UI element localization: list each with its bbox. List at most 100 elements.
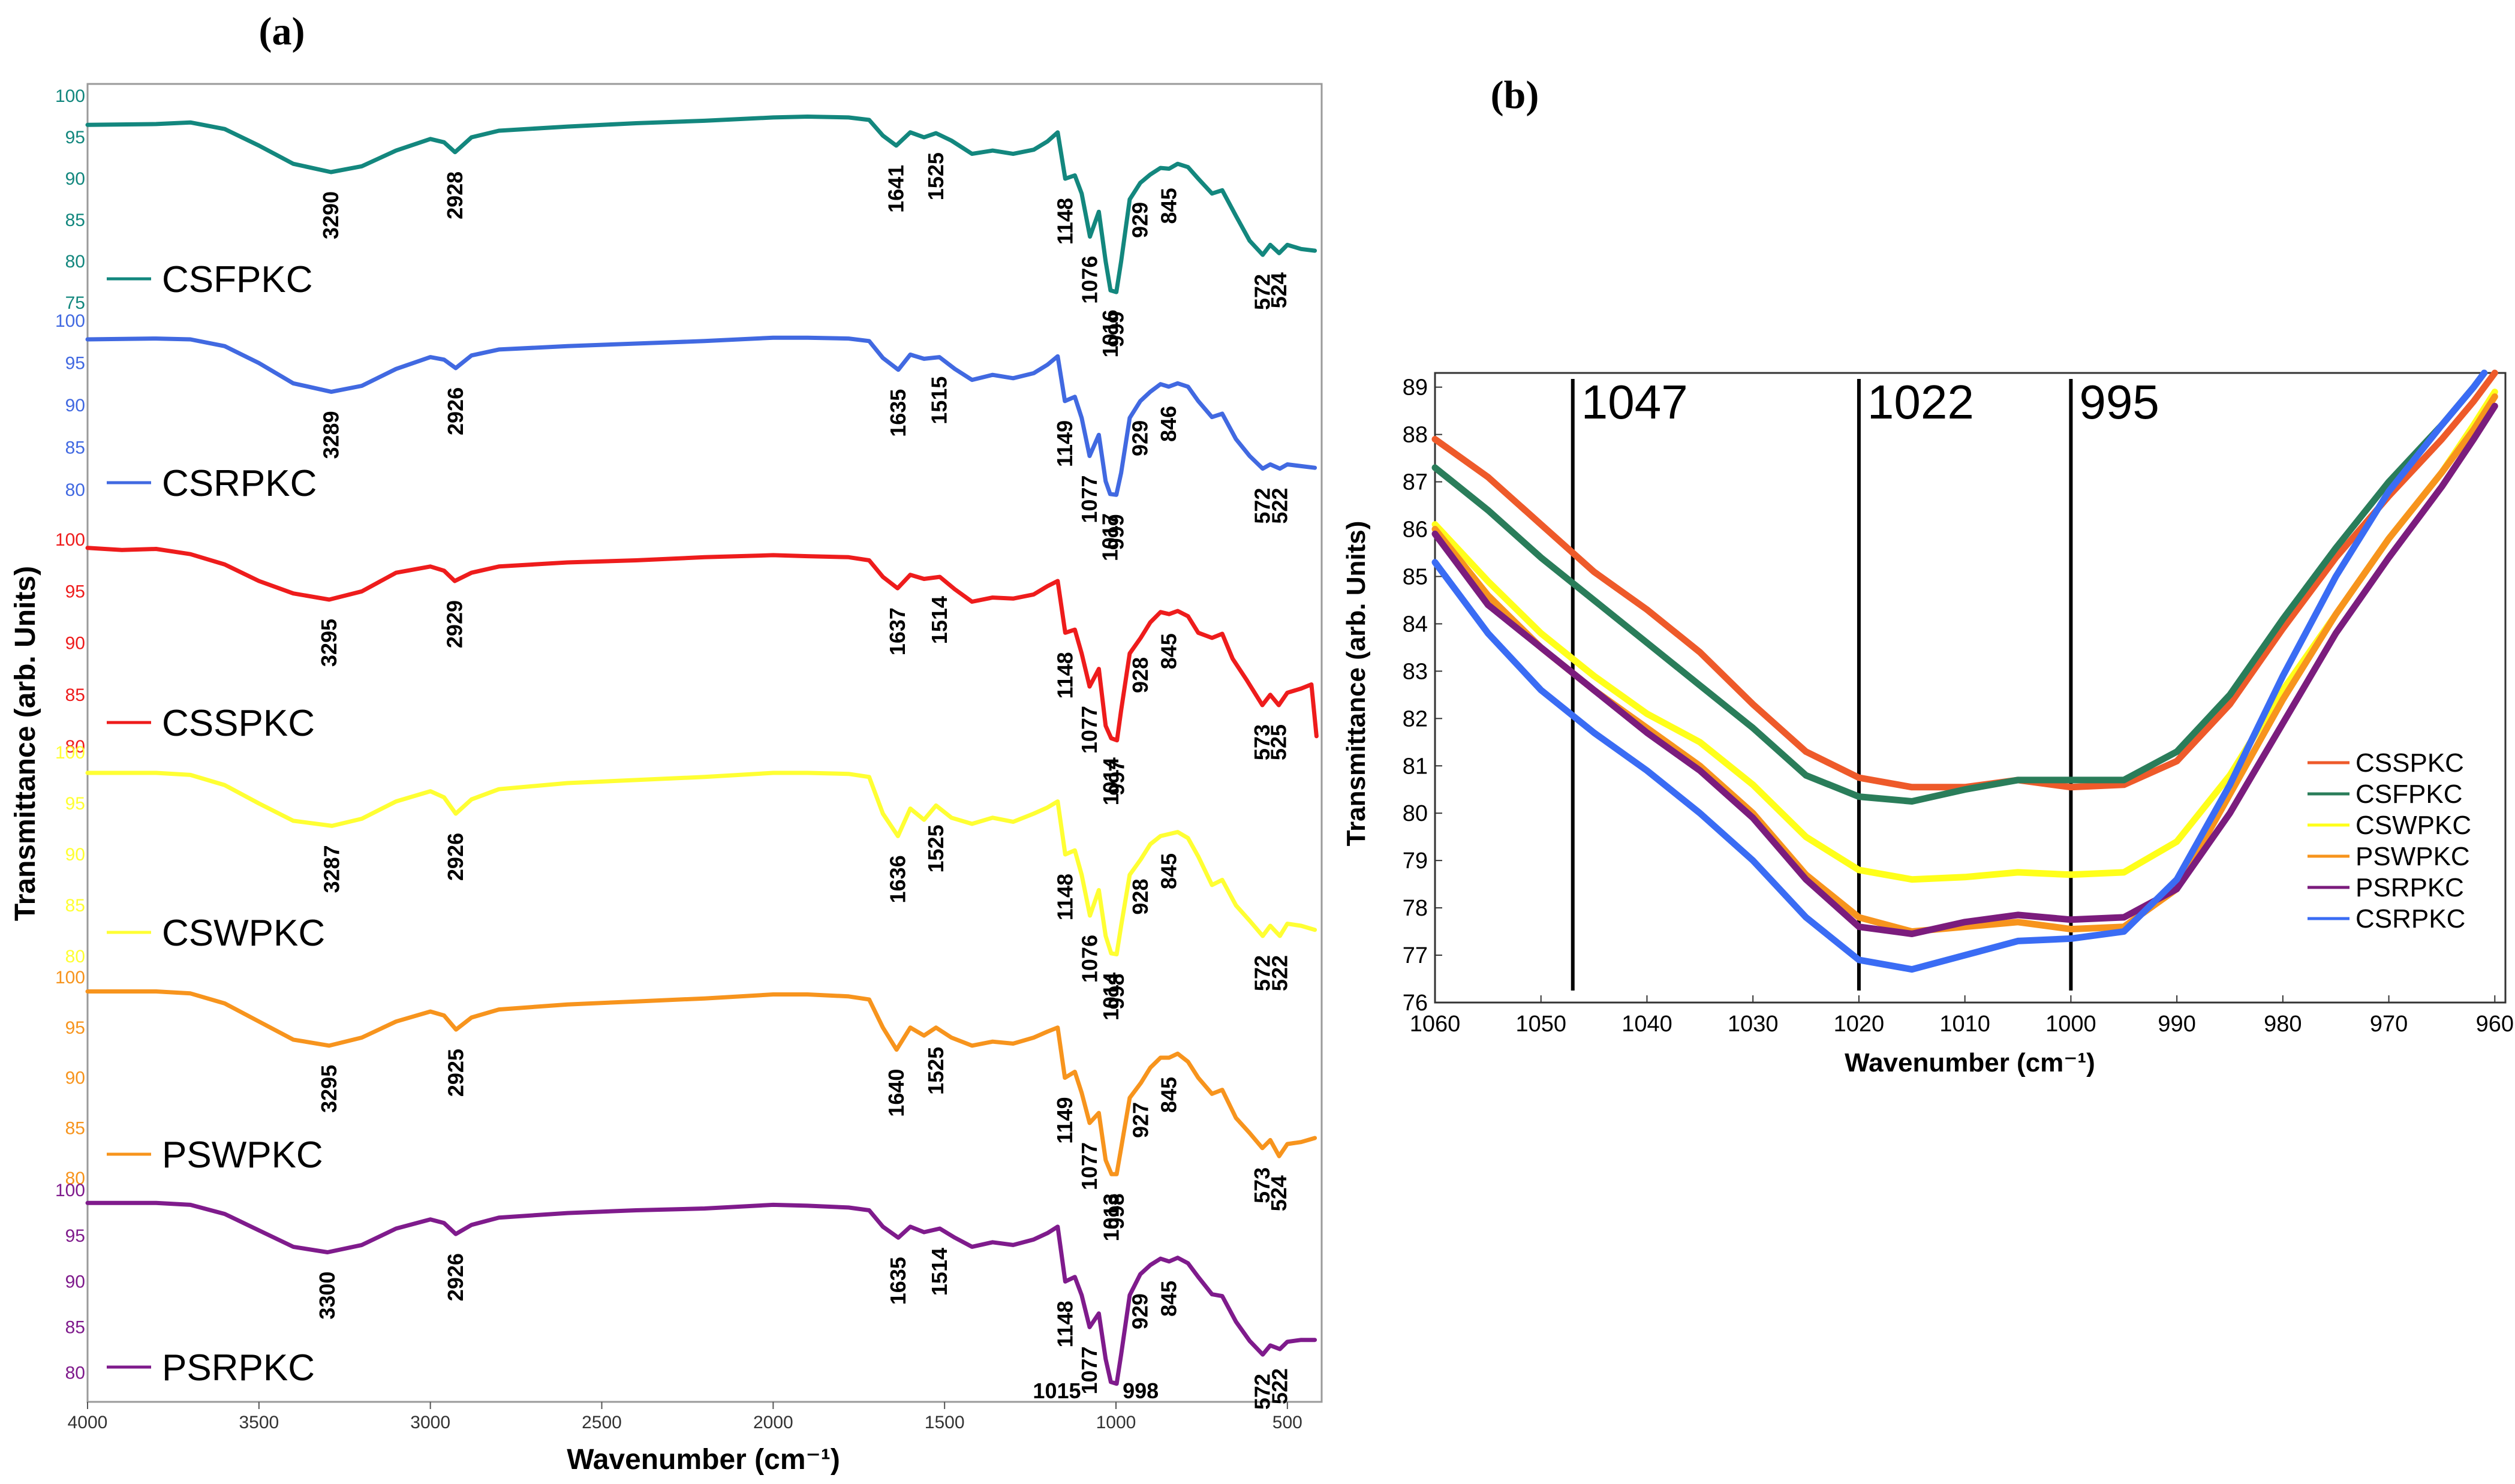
legend-label-cswpkc: CSWPKC <box>2355 811 2471 840</box>
panel-b-frame <box>1434 372 2507 1004</box>
legend-label-csspkc: CSSPKC <box>2355 748 2464 778</box>
peak-label-psrpkc: 522 <box>1267 1368 1292 1404</box>
peak-label-csrpkc: 1017 <box>1097 513 1122 561</box>
y-tick-label-csfpkc: 85 <box>65 210 85 230</box>
y-tick-label-csrpkc: 80 <box>65 480 85 500</box>
series-csspkc: 100 95 90 85 80 CSSPKC 3295 2929 1637 1514 1148107… <box>55 530 1319 805</box>
y-tick-label-csfpkc: 80 <box>65 252 85 272</box>
panel-b-y-axis-title: Transmittance (arb. Units) <box>1341 521 1371 847</box>
legend-label-csrpkc: CSRPKC <box>2355 904 2465 934</box>
y-tick-label: 83 <box>1403 659 1428 684</box>
y-tick-label-csrpkc: 85 <box>65 438 85 457</box>
peak-label-csrpkc: 2926 <box>443 387 468 435</box>
peak-label-cswpkc: 998 <box>1104 974 1129 1010</box>
peak-label-cswpkc: 1148 <box>1052 874 1077 920</box>
peak-label-csrpkc: 846 <box>1156 406 1181 442</box>
series-line-csfpkc <box>1431 369 2488 805</box>
peak-label-csspkc: 525 <box>1266 724 1291 760</box>
peak-label-psrpkc: 1635 <box>886 1257 910 1305</box>
x-tick-label: 500 <box>1272 1413 1302 1432</box>
y-tick-label-csfpkc: 75 <box>65 293 85 313</box>
y-tick-label: 79 <box>1403 848 1428 874</box>
peak-label-csspkc: 2929 <box>442 600 467 648</box>
y-tick-label-csspkc: 80 <box>65 737 85 757</box>
peak-label-csfpkc: 845 <box>1157 188 1181 224</box>
y-tick-label: 78 <box>1403 896 1428 921</box>
series-line-psrpkc <box>1431 402 2498 937</box>
y-tick-label: 80 <box>1403 801 1428 826</box>
series-line-cswpkc <box>85 770 1317 957</box>
y-tick-label-pswpkc: 100 <box>55 968 85 988</box>
x-tick-label: 1030 <box>1728 1012 1779 1037</box>
peak-label-csrpkc: 522 <box>1267 488 1292 524</box>
series-line-pswpkc <box>1431 393 2498 935</box>
peak-label-csspkc: 928 <box>1128 657 1153 693</box>
series-cswpkc: 100 95 90 85 80 CSWPKC 3287 2926 1636 1525 1148107… <box>55 743 1317 1021</box>
y-tick-label: 84 <box>1403 612 1428 637</box>
series-line-csrpkc <box>1431 369 2488 973</box>
y-tick-label-psrpkc: 85 <box>65 1317 85 1337</box>
y-tick-label-csrpkc: 100 <box>55 311 85 331</box>
y-tick-label-pswpkc: 95 <box>65 1018 85 1038</box>
peak-label-psrpkc: 572 <box>1250 1374 1275 1410</box>
peak-label-pswpkc: 573 <box>1250 1167 1274 1203</box>
peak-label-psrpkc: 929 <box>1128 1293 1153 1329</box>
legend-label-pswpkc: PSWPKC <box>2355 842 2470 871</box>
y-tick-label-cswpkc: 100 <box>55 743 85 763</box>
peak-label-csspkc: 573 <box>1250 724 1274 760</box>
legend-label-pswpkc: PSWPKC <box>162 1134 323 1176</box>
peak-label-cswpkc: 1076 <box>1078 935 1102 983</box>
peak-label-csfpkc: 3290 <box>318 191 343 239</box>
y-tick-label-psrpkc: 80 <box>65 1363 85 1383</box>
series-line-pswpkc <box>85 989 1317 1176</box>
y-tick-label: 77 <box>1403 943 1428 968</box>
legend-label-csfpkc: CSFPKC <box>2355 779 2462 809</box>
peak-label-csfpkc: 524 <box>1266 272 1291 308</box>
peak-label-pswpkc: 1149 <box>1052 1097 1077 1144</box>
peak-label-csrpkc: 999 <box>1104 514 1129 550</box>
peak-label-pswpkc: 524 <box>1266 1175 1291 1211</box>
y-tick-label-csspkc: 95 <box>65 582 85 601</box>
y-tick-label-csspkc: 85 <box>65 685 85 705</box>
y-tick-label: 81 <box>1403 754 1428 779</box>
panel-a-frame <box>86 83 1323 1403</box>
peak-label-psrpkc: 1148 <box>1052 1301 1077 1347</box>
peak-label-psrpkc: 1514 <box>927 1248 952 1296</box>
peak-label-cswpkc: 1636 <box>885 855 910 903</box>
y-tick-label-csspkc: 100 <box>55 530 85 550</box>
x-tick-label: 3000 <box>410 1413 450 1432</box>
peak-label-cswpkc: 1014 <box>1099 973 1123 1021</box>
peak-label-csfpkc: 1525 <box>923 152 948 200</box>
peak-label-cswpkc: 1525 <box>923 824 948 872</box>
peak-label-csfpkc: 572 <box>1250 274 1275 310</box>
peak-label-pswpkc: 927 <box>1129 1102 1153 1138</box>
peak-label-csspkc: 845 <box>1157 633 1181 669</box>
y-tick-label-cswpkc: 90 <box>65 845 85 865</box>
y-tick-label-psrpkc: 90 <box>65 1272 85 1292</box>
y-tick-label: 76 <box>1403 991 1428 1016</box>
panel-b-series-group <box>1431 369 2498 973</box>
peak-label-csrpkc: 1635 <box>886 389 910 437</box>
peak-label-pswpkc: 845 <box>1157 1077 1181 1113</box>
series-line-csspkc <box>85 546 1319 743</box>
peak-label-csspkc: 997 <box>1105 760 1129 796</box>
peak-label-csrpkc: 3289 <box>319 411 344 459</box>
peak-label-csspkc: 1014 <box>1099 757 1123 805</box>
y-tick-label-pswpkc: 90 <box>65 1068 85 1088</box>
y-tick-label-csfpkc: 90 <box>65 169 85 189</box>
marker-label-1047: 1047 <box>1581 375 1688 429</box>
peak-label-psrpkc: 3300 <box>315 1272 339 1320</box>
y-tick-label: 87 <box>1403 470 1428 495</box>
peak-label-csrpkc: 929 <box>1128 420 1153 456</box>
y-tick-label-cswpkc: 80 <box>65 947 85 967</box>
x-tick-label: 2000 <box>753 1413 793 1432</box>
peak-label-cswpkc: 845 <box>1157 853 1181 889</box>
x-tick-label: 1000 <box>1096 1413 1136 1432</box>
x-tick-label: 980 <box>2264 1012 2302 1037</box>
